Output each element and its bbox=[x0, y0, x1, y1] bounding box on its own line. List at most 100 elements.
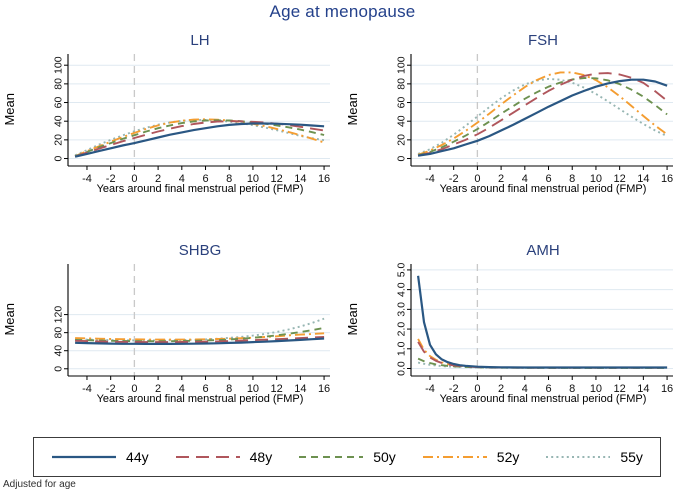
legend-label: 50y bbox=[373, 449, 396, 465]
y-axis-label: Mean bbox=[345, 92, 360, 126]
svg-text:4: 4 bbox=[179, 383, 185, 394]
shbg-chart: 0 40 80 120 -4 -2 0 2 4 6 8 10 12 14 16 bbox=[53, 264, 330, 394]
panel-shbg-title: SHBG bbox=[178, 242, 222, 259]
svg-text:10: 10 bbox=[247, 383, 259, 394]
panel-shbg: SHBG Mean 0 40 80 120 -4 -2 0 2 4 6 8 10 12 14 16 Year… bbox=[2, 241, 340, 405]
svg-text:-2: -2 bbox=[449, 173, 459, 184]
svg-text:0: 0 bbox=[53, 155, 65, 161]
svg-text:4.0: 4.0 bbox=[396, 282, 408, 297]
svg-text:-2: -2 bbox=[106, 173, 116, 184]
svg-text:80: 80 bbox=[53, 327, 65, 339]
svg-text:6: 6 bbox=[545, 383, 551, 394]
legend-line-sample bbox=[299, 456, 364, 458]
x-axis-label: Years around final menstrual period (FMP… bbox=[439, 393, 647, 405]
svg-text:5.0: 5.0 bbox=[396, 262, 408, 277]
legend-line-sample bbox=[175, 456, 240, 458]
svg-text:2: 2 bbox=[155, 383, 161, 394]
legend-line-sample bbox=[52, 455, 117, 459]
svg-text:0: 0 bbox=[474, 383, 480, 394]
svg-text:8: 8 bbox=[569, 383, 575, 394]
svg-text:2.0: 2.0 bbox=[396, 322, 408, 337]
legend-line-sample bbox=[422, 456, 487, 458]
svg-text:16: 16 bbox=[318, 173, 330, 184]
y-axis-label: Mean bbox=[345, 302, 360, 336]
svg-text:14: 14 bbox=[637, 173, 649, 184]
svg-text:14: 14 bbox=[637, 383, 649, 394]
legend-line-sample bbox=[546, 456, 611, 458]
legend-item-48y: 48y bbox=[175, 449, 273, 465]
svg-text:12: 12 bbox=[271, 383, 283, 394]
svg-text:-2: -2 bbox=[449, 383, 459, 394]
svg-text:80: 80 bbox=[396, 78, 408, 90]
svg-text:20: 20 bbox=[53, 134, 65, 146]
svg-text:12: 12 bbox=[614, 173, 626, 184]
svg-text:-4: -4 bbox=[425, 383, 435, 394]
panel-fsh-title: FSH bbox=[528, 32, 558, 49]
legend-item-44y: 44y bbox=[51, 449, 149, 465]
svg-text:80: 80 bbox=[53, 78, 65, 90]
svg-text:16: 16 bbox=[318, 383, 330, 394]
svg-text:14: 14 bbox=[294, 173, 306, 184]
svg-text:0: 0 bbox=[53, 366, 65, 372]
legend-item-52y: 52y bbox=[422, 449, 520, 465]
svg-text:8: 8 bbox=[226, 383, 232, 394]
svg-text:2: 2 bbox=[498, 383, 504, 394]
legend: 44y 48y 50y 52y 55y bbox=[33, 437, 661, 477]
svg-text:3.0: 3.0 bbox=[396, 302, 408, 317]
x-axis-label: Years around final menstrual period (FMP… bbox=[439, 183, 647, 195]
svg-text:10: 10 bbox=[590, 383, 602, 394]
svg-text:40: 40 bbox=[53, 115, 65, 127]
panel-lh: LH Mean 0 20 40 60 80 100 -4 -2 0 2 4 6 8 10 12 14 16 Ye… bbox=[2, 31, 340, 195]
svg-text:12: 12 bbox=[614, 383, 626, 394]
y-axis-label: Mean bbox=[2, 302, 17, 336]
svg-text:40: 40 bbox=[396, 115, 408, 127]
svg-text:14: 14 bbox=[294, 383, 306, 394]
svg-text:0.0: 0.0 bbox=[396, 361, 408, 376]
svg-text:100: 100 bbox=[53, 56, 65, 74]
svg-text:8: 8 bbox=[226, 173, 232, 184]
svg-text:100: 100 bbox=[396, 56, 408, 74]
lh-chart: 0 20 40 60 80 100 -4 -2 0 2 4 6 8 10 12 14 16 bbox=[53, 54, 330, 184]
svg-text:-4: -4 bbox=[82, 173, 92, 184]
fsh-chart: 0 20 40 60 80 100 -4 -2 0 2 4 6 8 10 12 14 16 bbox=[396, 54, 673, 184]
svg-text:10: 10 bbox=[590, 173, 602, 184]
legend-label: 55y bbox=[620, 449, 643, 465]
svg-text:1.0: 1.0 bbox=[396, 341, 408, 356]
svg-text:-4: -4 bbox=[425, 173, 435, 184]
legend-label: 44y bbox=[126, 449, 149, 465]
svg-text:16: 16 bbox=[661, 383, 673, 394]
footnote: Adjusted for age bbox=[3, 479, 76, 490]
svg-text:4: 4 bbox=[522, 383, 528, 394]
svg-text:16: 16 bbox=[661, 173, 673, 184]
svg-text:120: 120 bbox=[53, 306, 65, 324]
x-axis-label: Years around final menstrual period (FMP… bbox=[96, 393, 304, 405]
legend-label: 48y bbox=[249, 449, 273, 465]
svg-text:0: 0 bbox=[396, 155, 408, 161]
svg-text:4: 4 bbox=[522, 173, 528, 184]
svg-text:60: 60 bbox=[396, 97, 408, 109]
svg-text:6: 6 bbox=[202, 383, 208, 394]
figure-title: Age at menopause bbox=[269, 2, 416, 21]
svg-text:8: 8 bbox=[569, 173, 575, 184]
panel-amh: AMH Mean 0.0 1.0 2.0 3.0 4.0 5.0 -4 -2 0 2 4 6 8 10 12… bbox=[345, 241, 683, 405]
legend-item-55y: 55y bbox=[545, 449, 643, 465]
svg-text:6: 6 bbox=[202, 173, 208, 184]
svg-text:0: 0 bbox=[131, 173, 137, 184]
panel-fsh: FSH Mean 0 20 40 60 80 100 -4 -2 0 2 4 6 8 10 12 14 16 Y… bbox=[345, 31, 683, 195]
panel-amh-title: AMH bbox=[526, 242, 560, 259]
svg-text:40: 40 bbox=[53, 345, 65, 357]
svg-text:0: 0 bbox=[474, 173, 480, 184]
legend-item-50y: 50y bbox=[298, 449, 396, 465]
svg-text:-2: -2 bbox=[106, 383, 116, 394]
legend-label: 52y bbox=[496, 449, 520, 465]
svg-text:4: 4 bbox=[179, 173, 185, 184]
panel-lh-title: LH bbox=[190, 32, 210, 49]
svg-text:60: 60 bbox=[53, 97, 65, 109]
svg-text:12: 12 bbox=[271, 173, 283, 184]
svg-text:2: 2 bbox=[155, 173, 161, 184]
svg-text:2: 2 bbox=[498, 173, 504, 184]
x-axis-label: Years around final menstrual period (FMP… bbox=[96, 183, 304, 195]
amh-chart: 0.0 1.0 2.0 3.0 4.0 5.0 -4 -2 0 2 4 6 8 10 12 14 16 bbox=[396, 262, 674, 394]
y-axis-label: Mean bbox=[2, 92, 17, 126]
